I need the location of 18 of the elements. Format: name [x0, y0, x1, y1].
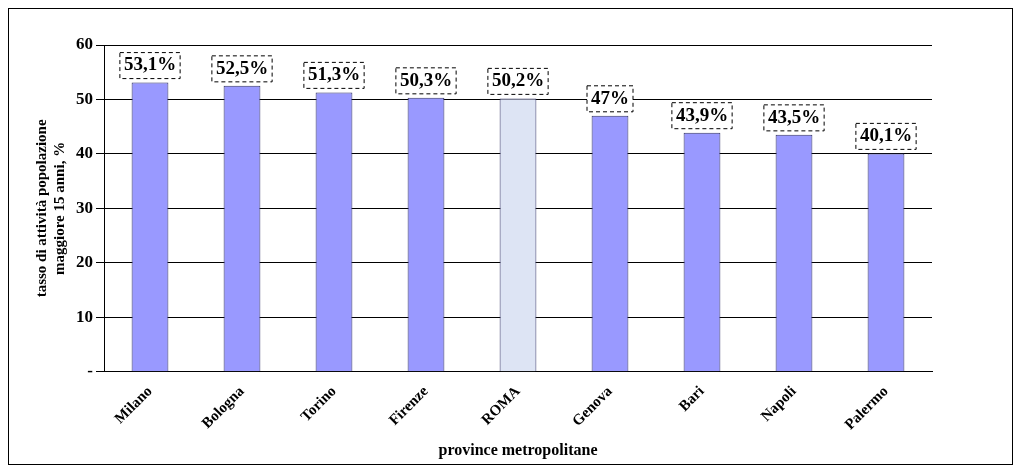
data-label: 51,3% — [307, 63, 361, 85]
data-label: 47% — [591, 86, 629, 108]
data-label: 40,1% — [859, 124, 913, 146]
data-label: 53,1% — [123, 53, 177, 75]
x-axis-title: province metropolitane — [438, 440, 598, 459]
y-tick-label: 60 — [76, 34, 93, 54]
data-label: 50,3% — [399, 68, 453, 90]
data-label: 43,9% — [675, 103, 729, 125]
y-axis-title: tasso di attività popolazione maggiore 15 anni, % — [32, 119, 67, 298]
data-label: 50,2% — [491, 69, 545, 91]
data-label: 52,5% — [215, 56, 269, 78]
y-tick-label: 50 — [76, 88, 93, 108]
y-tick-label: 40 — [76, 143, 93, 163]
y-tick-label: 10 — [76, 306, 93, 326]
y-tick-label: 30 — [76, 197, 93, 217]
data-label: 43,5% — [767, 105, 821, 127]
y-tick-label: - — [87, 361, 94, 381]
y-tick-label: 20 — [76, 252, 93, 272]
